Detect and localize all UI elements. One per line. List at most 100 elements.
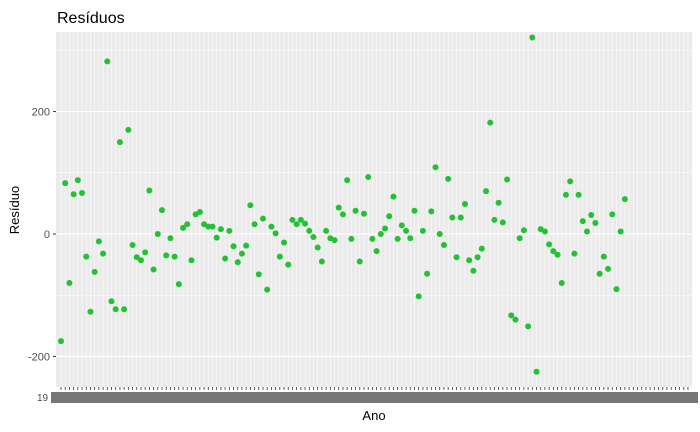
plot-panel — [56, 32, 692, 387]
data-point — [621, 196, 628, 203]
data-point — [457, 214, 464, 221]
data-point — [272, 230, 279, 237]
data-point — [302, 220, 309, 227]
data-point — [251, 221, 258, 228]
data-point — [579, 218, 586, 225]
gridlines-major — [56, 32, 692, 387]
data-point — [407, 235, 414, 242]
data-point — [373, 248, 380, 255]
chart-title: Resíduos — [57, 10, 125, 27]
data-point — [125, 126, 132, 133]
data-point — [62, 180, 69, 187]
data-point — [428, 208, 435, 215]
data-point — [562, 191, 569, 198]
x-tick-label: 19 — [37, 393, 49, 404]
data-point — [276, 253, 283, 260]
data-point — [483, 188, 490, 195]
data-point — [592, 219, 599, 226]
data-point — [243, 242, 250, 249]
data-point — [226, 227, 233, 234]
data-point — [281, 239, 288, 246]
data-point — [356, 258, 363, 265]
data-point — [306, 227, 313, 234]
data-point — [104, 58, 111, 65]
data-point — [79, 189, 86, 196]
data-point — [461, 200, 468, 207]
data-point — [314, 244, 321, 251]
data-point — [504, 176, 511, 183]
data-point — [205, 223, 212, 230]
data-point — [297, 216, 304, 223]
data-point — [58, 338, 64, 345]
data-point — [184, 221, 191, 228]
data-point — [386, 213, 393, 220]
data-point — [188, 257, 195, 264]
data-point — [453, 254, 460, 261]
data-point — [609, 211, 616, 218]
data-point — [554, 251, 561, 258]
data-point — [398, 222, 405, 229]
data-point — [167, 235, 174, 242]
data-point — [613, 286, 620, 293]
data-point — [487, 119, 494, 126]
data-point — [133, 254, 140, 261]
data-point — [259, 215, 266, 222]
data-point — [238, 250, 245, 257]
data-point — [424, 270, 431, 277]
data-point — [112, 306, 119, 313]
data-point — [546, 241, 553, 248]
data-point — [512, 316, 519, 323]
data-point — [70, 191, 77, 198]
data-point — [146, 187, 153, 194]
data-point — [137, 257, 144, 264]
data-point — [344, 177, 351, 184]
data-point — [129, 242, 136, 248]
data-point — [264, 286, 271, 293]
data-point — [175, 281, 182, 288]
data-point — [525, 323, 532, 330]
data-point — [415, 293, 422, 300]
data-point — [600, 253, 607, 260]
data-point — [466, 257, 473, 264]
data-point — [171, 253, 178, 260]
data-point — [495, 199, 502, 206]
data-point — [588, 212, 595, 219]
data-point — [217, 226, 224, 233]
data-point — [331, 237, 338, 244]
data-point — [158, 207, 165, 214]
data-point — [91, 268, 98, 275]
data-point — [516, 235, 523, 242]
data-point — [596, 270, 603, 277]
data-point — [445, 175, 452, 182]
x-axis-title: Ano — [362, 408, 385, 423]
data-point — [310, 234, 317, 241]
data-point — [520, 227, 527, 234]
data-point — [293, 221, 300, 228]
data-point — [550, 248, 557, 255]
data-point — [180, 224, 187, 231]
data-point — [382, 225, 389, 232]
data-point — [529, 34, 536, 41]
data-point — [558, 279, 565, 286]
y-axis-title: Resíduo — [7, 186, 22, 234]
data-point — [491, 216, 498, 223]
data-point — [234, 259, 241, 266]
data-point — [230, 243, 237, 250]
data-point — [247, 202, 254, 209]
data-point — [95, 238, 102, 245]
data-point — [369, 235, 376, 242]
data-point — [390, 193, 397, 200]
data-point — [285, 261, 292, 268]
data-point — [163, 252, 170, 259]
data-point — [66, 279, 73, 286]
data-point — [533, 368, 540, 375]
data-point — [432, 164, 439, 171]
data-point — [470, 267, 477, 274]
data-point — [323, 227, 330, 234]
y-axis: -200 0 200 — [28, 107, 56, 363]
data-point — [449, 214, 456, 221]
data-point — [196, 208, 203, 215]
data-point — [348, 235, 355, 242]
data-point — [584, 228, 591, 235]
